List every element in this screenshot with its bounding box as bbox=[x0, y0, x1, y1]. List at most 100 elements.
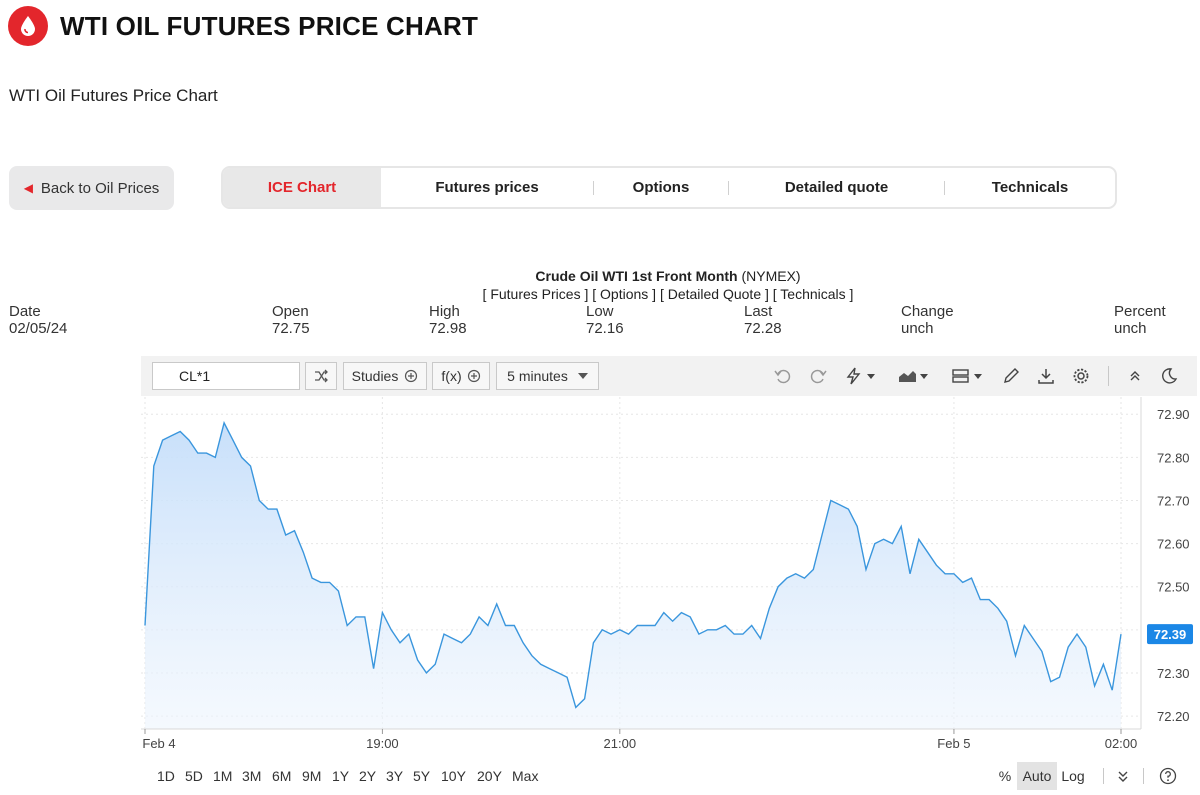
stat-change: Change unch bbox=[901, 303, 954, 337]
toolbar-divider bbox=[1108, 366, 1109, 386]
compare-button[interactable] bbox=[305, 362, 337, 390]
stat-open: Open 72.75 bbox=[272, 303, 310, 337]
add-circle-icon bbox=[405, 369, 418, 383]
chart-frame: Studies f(x) 5 minutes bbox=[141, 356, 1197, 794]
interval-select[interactable]: 5 minutes bbox=[496, 362, 599, 390]
tab-divider bbox=[944, 180, 945, 195]
back-to-oil-prices-button[interactable]: ◀ Back to Oil Prices bbox=[9, 166, 174, 210]
price-chart[interactable]: 72.9072.8072.7072.6072.5072.4072.3072.20… bbox=[141, 397, 1197, 762]
stat-label: Low bbox=[586, 303, 614, 320]
redo-icon[interactable] bbox=[808, 366, 828, 386]
y-tick-label: 72.20 bbox=[1157, 709, 1190, 724]
range-divider bbox=[1143, 768, 1144, 784]
stat-label: Change bbox=[901, 303, 954, 320]
quote-links[interactable]: [ Futures Prices ] [ Options ] [ Detaile… bbox=[482, 286, 854, 302]
stat-value: 72.16 bbox=[586, 320, 624, 337]
add-circle-icon bbox=[467, 369, 480, 383]
chevron-left-icon: ◀ bbox=[23, 181, 33, 195]
shuffle-icon bbox=[315, 369, 328, 383]
price-area bbox=[145, 422, 1121, 729]
stat-label: Open bbox=[272, 303, 309, 320]
x-tick-label: 02:00 bbox=[1105, 736, 1138, 751]
y-tick-label: 72.60 bbox=[1157, 537, 1190, 552]
range-20y[interactable]: 20Y bbox=[477, 768, 502, 784]
tab-options[interactable]: Options bbox=[632, 179, 690, 196]
y-tick-label: 72.30 bbox=[1157, 666, 1190, 681]
page-title: WTI OIL FUTURES PRICE CHART bbox=[60, 10, 479, 41]
interval-label: 5 minutes bbox=[507, 368, 568, 384]
back-button-label: Back to Oil Prices bbox=[40, 179, 160, 197]
scale-log-button[interactable]: Log bbox=[1061, 768, 1085, 784]
tab-divider bbox=[593, 180, 594, 195]
range-3y[interactable]: 3Y bbox=[386, 768, 404, 784]
chart-tabs: ICE Chart Futures prices Options Detaile… bbox=[221, 166, 1117, 209]
range-1d[interactable]: 1D bbox=[157, 768, 175, 784]
range-6m[interactable]: 6M bbox=[272, 768, 292, 784]
moon-icon[interactable] bbox=[1159, 366, 1179, 386]
lightning-icon[interactable] bbox=[844, 366, 878, 386]
function-button[interactable]: f(x) bbox=[432, 362, 490, 390]
stat-date: Date 02/05/24 bbox=[9, 303, 67, 337]
x-tick-label: 21:00 bbox=[604, 736, 637, 751]
y-tick-label: 72.70 bbox=[1157, 493, 1190, 508]
chart-type-icon[interactable] bbox=[897, 366, 931, 386]
stat-value: 72.75 bbox=[272, 320, 310, 337]
stat-percent: Percent unch bbox=[1114, 303, 1166, 337]
x-tick-label: Feb 4 bbox=[142, 736, 175, 751]
stat-last: Last 72.28 bbox=[744, 303, 782, 337]
range-1y[interactable]: 1Y bbox=[332, 768, 350, 784]
undo-icon[interactable] bbox=[773, 366, 793, 386]
chart-toolbar: Studies f(x) 5 minutes bbox=[141, 356, 1197, 396]
stat-label: High bbox=[429, 303, 460, 320]
collapse-down-icon[interactable] bbox=[1115, 768, 1131, 784]
tab-technicals[interactable]: Technicals bbox=[991, 179, 1069, 196]
studies-button[interactable]: Studies bbox=[343, 362, 427, 390]
range-divider bbox=[1103, 768, 1104, 784]
layout-icon[interactable] bbox=[951, 366, 985, 386]
y-tick-label: 72.90 bbox=[1157, 407, 1190, 422]
studies-label: Studies bbox=[351, 368, 399, 384]
price-line bbox=[144, 420, 1122, 709]
range-bar: 1D 5D 1M 3M 6M 9M 1Y 2Y 3Y 5Y 10Y 20Y Ma… bbox=[141, 762, 1197, 792]
gear-icon[interactable] bbox=[1071, 366, 1091, 386]
x-tick-label: 19:00 bbox=[366, 736, 399, 751]
page-header: WTI OIL FUTURES PRICE CHART bbox=[8, 6, 478, 46]
quote-heading: Crude Oil WTI 1st Front Month (NYMEX) bbox=[0, 268, 1200, 284]
range-1m[interactable]: 1M bbox=[213, 768, 233, 784]
symbol-input[interactable] bbox=[152, 362, 300, 390]
tab-ice-chart[interactable]: ICE Chart bbox=[223, 168, 381, 207]
scale-percent-button[interactable]: % bbox=[998, 768, 1012, 784]
download-icon[interactable] bbox=[1036, 366, 1056, 386]
tab-divider bbox=[728, 180, 729, 195]
stat-high: High 72.98 bbox=[429, 303, 467, 337]
last-price-value: 72.39 bbox=[1154, 627, 1187, 642]
stat-value: 72.98 bbox=[429, 320, 467, 337]
collapse-up-icon[interactable] bbox=[1125, 366, 1145, 386]
range-9m[interactable]: 9M bbox=[302, 768, 322, 784]
range-max[interactable]: Max bbox=[512, 768, 539, 784]
caret-down-icon bbox=[577, 373, 588, 379]
range-3m[interactable]: 3M bbox=[242, 768, 262, 784]
range-10y[interactable]: 10Y bbox=[441, 768, 466, 784]
stat-label: Date bbox=[9, 303, 41, 320]
stat-value: 02/05/24 bbox=[9, 320, 68, 337]
tab-futures-prices[interactable]: Futures prices bbox=[435, 179, 539, 196]
stat-value: unch bbox=[1114, 320, 1147, 337]
stat-value: 72.28 bbox=[744, 320, 782, 337]
x-tick-label: Feb 5 bbox=[937, 736, 970, 751]
scale-auto-button[interactable]: Auto bbox=[1017, 762, 1057, 790]
tab-detailed-quote[interactable]: Detailed quote bbox=[784, 179, 889, 196]
y-tick-label: 72.80 bbox=[1157, 450, 1190, 465]
pencil-icon[interactable] bbox=[1001, 366, 1021, 386]
page-subtitle: WTI Oil Futures Price Chart bbox=[9, 86, 218, 105]
last-price-badge: 72.39 bbox=[1147, 624, 1193, 645]
help-icon[interactable] bbox=[1159, 767, 1177, 785]
range-5y[interactable]: 5Y bbox=[413, 768, 431, 784]
stat-label: Last bbox=[744, 303, 773, 320]
y-tick-label: 72.50 bbox=[1157, 580, 1190, 595]
stat-label: Percent bbox=[1114, 303, 1166, 320]
range-5d[interactable]: 5D bbox=[185, 768, 203, 784]
contract-exchange: (NYMEX) bbox=[741, 268, 801, 284]
range-2y[interactable]: 2Y bbox=[359, 768, 377, 784]
contract-name: Crude Oil WTI 1st Front Month bbox=[535, 268, 738, 284]
